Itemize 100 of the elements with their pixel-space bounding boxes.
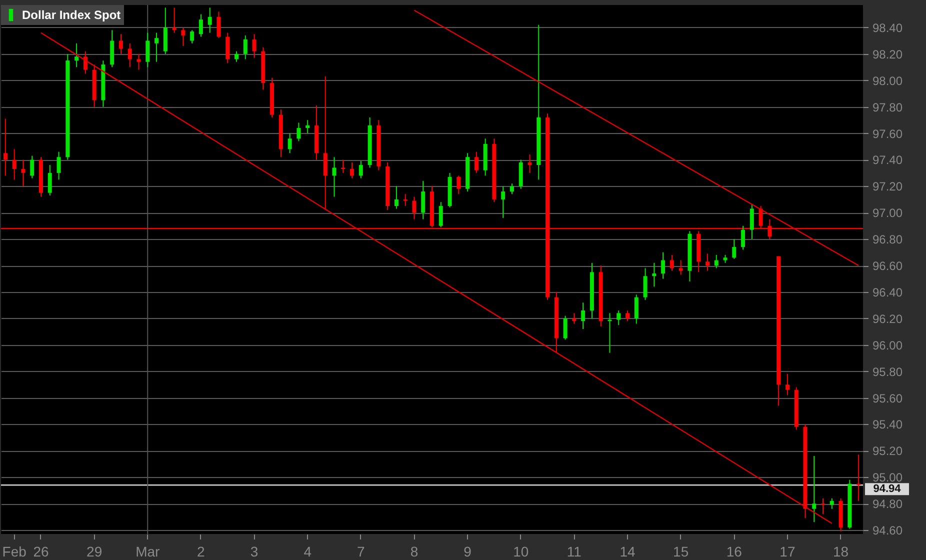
candlestick [234, 50, 238, 62]
candlestick [226, 32, 230, 64]
y-tick-label: 94.60 [872, 524, 903, 538]
x-tick-label: Feb [2, 544, 27, 560]
x-tick-label: 29 [86, 544, 102, 560]
y-tick-label: 95.20 [872, 444, 903, 458]
candlestick [56, 151, 61, 180]
candlestick [128, 42, 132, 68]
y-tick-label: 96.40 [872, 285, 903, 300]
candlestick [252, 34, 256, 58]
y-tick-label: 94.80 [872, 497, 903, 512]
candlestick [643, 268, 648, 300]
y-tick-label: 95.60 [872, 391, 903, 406]
candlestick [678, 260, 683, 276]
x-tick-label: 2 [197, 544, 206, 560]
candlestick [30, 155, 34, 179]
candlestick [518, 159, 523, 190]
candlestick [705, 253, 710, 272]
candlestick [216, 11, 221, 39]
x-tick-label: 17 [780, 544, 796, 560]
candlestick [741, 225, 746, 250]
candlestick [350, 162, 354, 179]
x-tick-label: 9 [464, 544, 472, 560]
candlestick [438, 202, 443, 228]
candlestick [856, 454, 861, 502]
candlestick [136, 53, 141, 70]
y-tick-label: 96.20 [872, 312, 903, 326]
candlestick [714, 254, 718, 269]
candlestick [821, 498, 826, 515]
candlestick [412, 196, 416, 220]
candlestick [456, 175, 461, 195]
x-tick-label: 15 [673, 544, 689, 560]
candlestick [785, 373, 790, 396]
y-tick-label: 97.20 [872, 180, 903, 194]
ref-line-label: 94.94 [873, 483, 902, 496]
candlestick [830, 498, 834, 510]
candlestick [528, 154, 532, 174]
y-tick-label: 97.40 [872, 153, 903, 168]
y-tick-label: 96.00 [872, 338, 903, 352]
x-tick-label: 7 [357, 544, 366, 560]
candlestick [563, 315, 568, 340]
y-tick-label: 97.80 [872, 100, 903, 114]
y-tick-label: 96.60 [872, 259, 903, 274]
candlestick [421, 180, 426, 220]
candlestick [3, 118, 8, 176]
candlestick [243, 34, 248, 60]
x-tick-label: Mar [136, 544, 160, 560]
candlestick [510, 183, 514, 195]
candlestick [661, 252, 666, 280]
candlestick [288, 132, 292, 154]
candlestick [616, 310, 621, 326]
y-tick-label: 95.00 [872, 470, 903, 485]
candlestick [732, 238, 736, 260]
x-tick-label: 11 [566, 544, 582, 560]
y-tick-label: 97.00 [872, 206, 903, 220]
candlestick [812, 455, 816, 523]
candlestick [181, 26, 186, 46]
candlestick [74, 42, 79, 68]
y-tick-label: 98.20 [872, 47, 903, 62]
y-tick-label: 95.80 [872, 364, 903, 379]
candlestick [83, 50, 88, 74]
candlestick [12, 148, 16, 180]
candlestick [21, 159, 26, 187]
candlestick [474, 151, 478, 174]
y-tick-label: 96.80 [872, 232, 903, 247]
candlestick [154, 32, 159, 62]
x-tick-label: 18 [832, 544, 849, 560]
candlestick [572, 312, 576, 324]
y-tick-label: 95.40 [872, 418, 903, 432]
candlestick [323, 76, 328, 210]
x-tick-label: 14 [620, 544, 636, 560]
candlestick [581, 302, 586, 330]
candlestick [332, 156, 336, 198]
candlestick [306, 120, 310, 134]
x-tick-label: 26 [33, 544, 49, 560]
candlestick [394, 186, 398, 210]
candlestick [48, 164, 52, 196]
candlestick [163, 7, 168, 54]
candlestick [341, 159, 346, 174]
x-tick-label: 3 [250, 544, 258, 560]
x-tick-label: 4 [304, 544, 312, 560]
candlestick [750, 204, 754, 240]
candlestick [501, 186, 506, 218]
candlestick [358, 160, 363, 179]
candlestick [190, 30, 194, 44]
legend-label: Dollar Index Spot [22, 8, 121, 22]
candlestick [670, 254, 674, 272]
y-tick-label: 98.40 [872, 20, 903, 35]
candlestick [296, 122, 301, 142]
y-tick-label: 97.60 [872, 126, 903, 141]
candlestick [652, 262, 656, 288]
x-tick-label: 16 [726, 544, 742, 560]
x-tick-label: 10 [513, 544, 529, 560]
candlestick [626, 310, 630, 322]
candlestick [172, 7, 176, 34]
candlestick [198, 14, 203, 38]
y-tick-label: 98.00 [872, 74, 903, 88]
x-tick-label: 8 [410, 544, 418, 560]
candlestick [110, 30, 114, 68]
candlestick [634, 294, 638, 324]
